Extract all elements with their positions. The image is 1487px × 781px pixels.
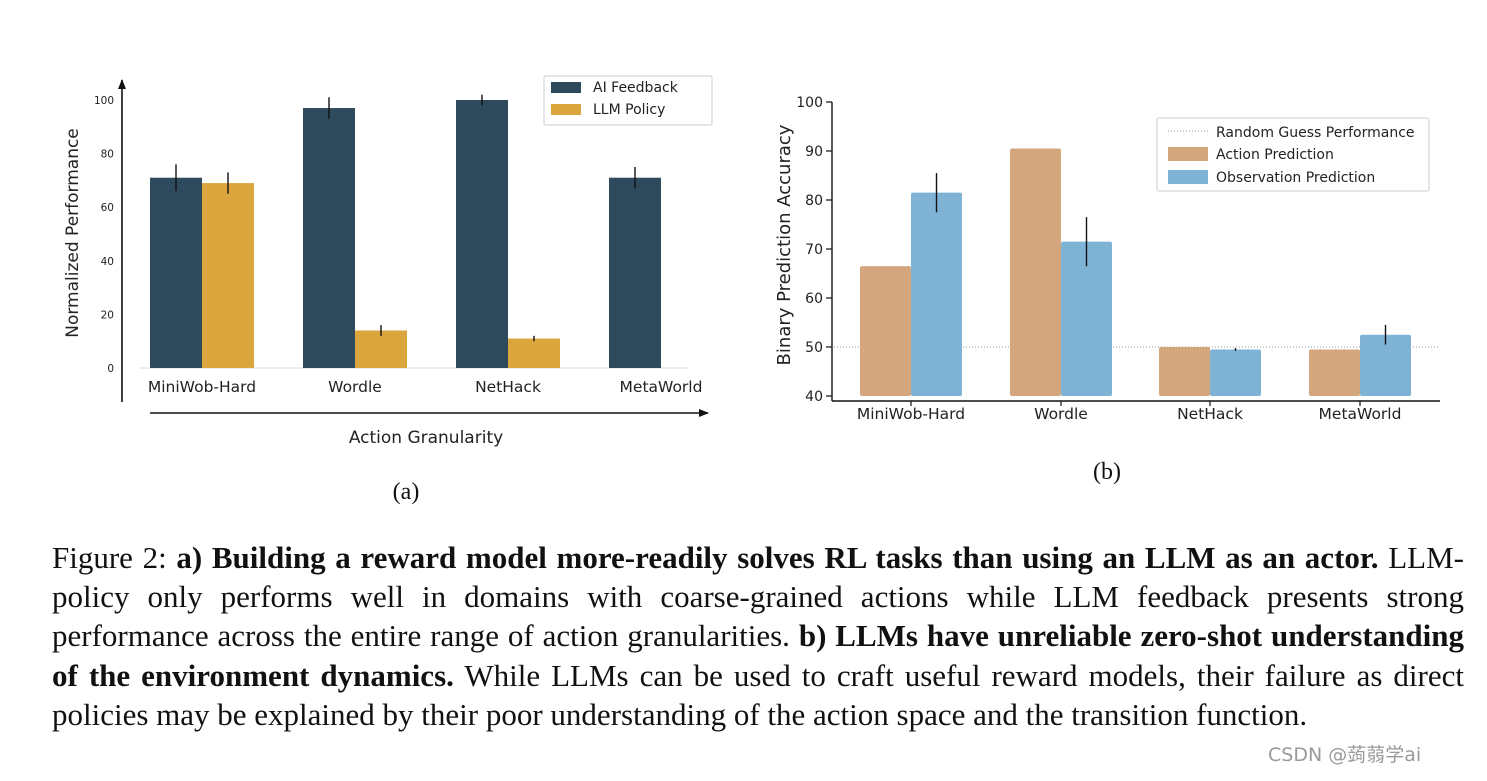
panel-label-b: (b) <box>1093 459 1121 485</box>
bar-observation-prediction-wordle <box>1061 241 1112 396</box>
y-axis-label: Binary Prediction Accuracy <box>774 124 795 365</box>
caption-prefix: Figure 2: <box>52 540 177 575</box>
legend-swatch-observation-prediction <box>1168 170 1208 184</box>
y-tick-label: 50 <box>805 340 823 356</box>
bar-llm-policy-wordle <box>355 330 407 368</box>
x-tick-label-metaworld: MetaWorld <box>1319 405 1402 423</box>
bar-ai-feedback-nethack <box>456 100 508 368</box>
legend-label-llm-policy: LLM Policy <box>593 102 665 118</box>
y-tick-label: 80 <box>101 149 114 161</box>
y-tick-label: 70 <box>805 242 823 258</box>
bar-action-prediction-wordle <box>1010 148 1061 396</box>
legend-label-random-guess: Random Guess Performance <box>1216 125 1415 141</box>
legend-swatch-action-prediction <box>1168 147 1208 161</box>
y-tick-label: 100 <box>94 95 114 107</box>
x-tick-label-miniwob-hard: MiniWob-Hard <box>148 378 256 396</box>
figure-caption: Figure 2: a) Building a reward model mor… <box>52 538 1464 734</box>
bar-ai-feedback-metaworld <box>609 177 661 368</box>
y-tick-label: 0 <box>107 363 114 375</box>
bar-llm-policy-miniwob-hard <box>202 183 254 368</box>
bar-observation-prediction-metaworld <box>1360 334 1411 396</box>
x-tick-label-nethack: NetHack <box>475 378 541 396</box>
panel-label-a: (a) <box>393 479 420 505</box>
x-tick-label-metaworld: MetaWorld <box>620 378 703 396</box>
bar-ai-feedback-wordle <box>303 108 355 368</box>
bar-action-prediction-metaworld <box>1309 349 1360 396</box>
y-axis-label: Normalized Performance <box>63 128 83 338</box>
x-tick-label-wordle: Wordle <box>1034 405 1088 423</box>
bar-observation-prediction-miniwob-hard <box>911 192 962 396</box>
chart-a: 0 20 40 60 80 100 Normalized Performance Action… <box>63 75 713 505</box>
y-tick-label: 20 <box>101 309 114 321</box>
caption-text-b: While LLMs can be used to craft useful r… <box>52 657 1464 732</box>
y-tick-label: 60 <box>101 202 114 214</box>
bar-action-prediction-miniwob-hard <box>860 266 911 396</box>
y-tick-label: 40 <box>805 389 823 405</box>
bar-llm-policy-nethack <box>508 338 560 368</box>
legend-box <box>543 75 713 126</box>
x-tick-label-nethack: NetHack <box>1177 405 1243 423</box>
legend-box <box>1156 117 1430 192</box>
figure-panels: 0 20 40 60 80 100 Normalized Performance Action… <box>63 75 1440 505</box>
legend-label-action-prediction: Action Prediction <box>1216 147 1334 163</box>
y-tick-label: 80 <box>805 193 823 209</box>
legend-label-observation-prediction: Observation Prediction <box>1216 170 1375 186</box>
bar-observation-prediction-nethack <box>1210 349 1261 396</box>
caption-text-a: LLM-policy only performs well in domains… <box>52 540 1464 654</box>
y-tick-label: 90 <box>805 144 823 160</box>
x-axis-label: Action Granularity <box>349 428 503 448</box>
legend-swatch-llm-policy <box>551 104 581 115</box>
y-tick-label: 60 <box>805 291 823 307</box>
bar-action-prediction-nethack <box>1159 347 1210 396</box>
y-tick-label: 40 <box>101 256 114 268</box>
y-tick-label: 100 <box>796 95 823 111</box>
bar-ai-feedback-miniwob-hard <box>150 177 202 368</box>
x-tick-label-miniwob-hard: MiniWob-Hard <box>857 405 965 423</box>
caption-bold-a: a) Building a reward model more-readily … <box>176 540 1379 575</box>
watermark: CSDN @蒟蒻学ai <box>1268 744 1422 766</box>
caption-bold-b: b) LLMs have unreliable zero-shot unders… <box>52 618 1464 693</box>
x-tick-label-wordle: Wordle <box>328 378 382 396</box>
legend-swatch-ai-feedback <box>551 82 581 93</box>
legend-label-ai-feedback: AI Feedback <box>593 80 679 96</box>
